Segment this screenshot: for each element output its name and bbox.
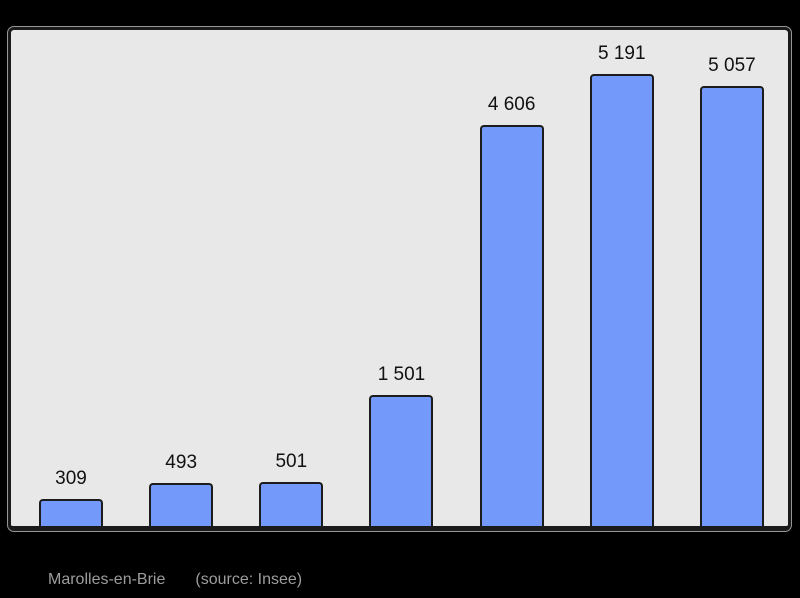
bar-column: 493 xyxy=(149,30,214,526)
bar xyxy=(149,483,214,526)
bar-group: 309 493 501 1 501 4 606 5 191 5 057 xyxy=(11,30,788,526)
bar-column: 5 191 xyxy=(589,30,654,526)
chart-frame: 309 493 501 1 501 4 606 5 191 5 057 xyxy=(8,27,791,531)
bar-value-label: 5 057 xyxy=(708,54,756,76)
bar-value-label: 309 xyxy=(55,468,87,490)
bar-column: 4 606 xyxy=(479,30,544,526)
bar-value-label: 5 191 xyxy=(598,43,646,65)
bar xyxy=(369,395,434,526)
bar-value-label: 501 xyxy=(275,451,308,473)
bar xyxy=(479,125,544,526)
caption-source: (source: Insee) xyxy=(195,571,303,588)
caption-title: Marolles-en-Brie xyxy=(48,571,166,588)
bar xyxy=(589,74,654,526)
bar-column: 501 xyxy=(259,30,324,526)
chart-caption: Marolles-en-Brie (source: Insee) xyxy=(48,571,302,589)
bar-value-label: 1 501 xyxy=(377,364,426,386)
bar-value-label: 493 xyxy=(165,452,198,474)
bar-column: 309 xyxy=(39,30,103,526)
bar xyxy=(39,499,103,526)
bar xyxy=(259,482,324,526)
bar-column: 5 057 xyxy=(699,30,764,526)
bar-value-label: 4 606 xyxy=(487,94,536,116)
bar xyxy=(699,85,764,526)
bar-column: 1 501 xyxy=(369,30,434,526)
